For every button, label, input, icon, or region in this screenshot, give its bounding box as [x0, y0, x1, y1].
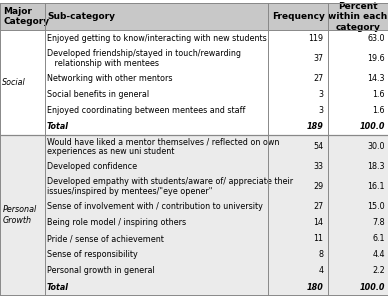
Text: Personal
Growth: Personal Growth — [2, 205, 36, 224]
Text: Total: Total — [47, 283, 69, 291]
Text: 29: 29 — [313, 182, 323, 191]
Text: 14: 14 — [313, 218, 323, 227]
Text: 63.0: 63.0 — [367, 34, 385, 43]
Text: 27: 27 — [313, 74, 323, 83]
Bar — [0, 70, 388, 86]
Bar — [0, 279, 388, 295]
Text: 33: 33 — [313, 162, 323, 171]
Text: 1.6: 1.6 — [372, 90, 385, 99]
Text: Sense of responsibility: Sense of responsibility — [47, 250, 138, 260]
Text: 189: 189 — [307, 122, 323, 131]
Text: Developed friendship/stayed in touch/rewarding
   relationship with mentees: Developed friendship/stayed in touch/rew… — [47, 49, 241, 68]
Bar — [0, 159, 388, 175]
Bar — [0, 119, 388, 135]
Text: 18.3: 18.3 — [367, 162, 385, 171]
Text: 8: 8 — [318, 250, 323, 260]
Text: 27: 27 — [313, 202, 323, 211]
Text: 2.2: 2.2 — [372, 266, 385, 275]
Text: Developed confidence: Developed confidence — [47, 162, 137, 171]
Text: 6.1: 6.1 — [372, 235, 385, 243]
Text: 119: 119 — [308, 34, 323, 43]
Text: 4: 4 — [318, 266, 323, 275]
Bar — [0, 3, 388, 30]
Text: 3: 3 — [318, 106, 323, 115]
Text: Enjoyed getting to know/interacting with new students: Enjoyed getting to know/interacting with… — [47, 34, 267, 43]
Text: Pride / sense of achievement: Pride / sense of achievement — [47, 235, 164, 243]
Text: 54: 54 — [313, 142, 323, 151]
Text: 3: 3 — [318, 90, 323, 99]
Text: Sub-category: Sub-category — [48, 12, 116, 21]
Text: Would have liked a mentor themselves / reflected on own
experiences as new uni s: Would have liked a mentor themselves / r… — [47, 137, 279, 156]
Text: 100.0: 100.0 — [359, 283, 385, 291]
Bar — [0, 247, 388, 263]
Text: 4.4: 4.4 — [372, 250, 385, 260]
Bar — [0, 103, 388, 119]
Text: 100.0: 100.0 — [359, 122, 385, 131]
Text: 16.1: 16.1 — [367, 182, 385, 191]
Text: Enjoyed coordinating between mentees and staff: Enjoyed coordinating between mentees and… — [47, 106, 245, 115]
Text: 19.6: 19.6 — [367, 54, 385, 63]
Text: 14.3: 14.3 — [367, 74, 385, 83]
Bar — [0, 46, 388, 70]
Text: Networking with other mentors: Networking with other mentors — [47, 74, 172, 83]
Text: Developed empathy with students/aware of/ appreciate their
issues/inspired by me: Developed empathy with students/aware of… — [47, 177, 293, 196]
Bar — [0, 263, 388, 279]
Text: Being role model / inspiring others: Being role model / inspiring others — [47, 218, 186, 227]
Text: Major
Category: Major Category — [3, 7, 49, 27]
Bar — [0, 30, 388, 46]
Text: Social benefits in general: Social benefits in general — [47, 90, 149, 99]
Text: Percent
within each
category: Percent within each category — [328, 2, 388, 32]
Text: Personal growth in general: Personal growth in general — [47, 266, 155, 275]
Text: 37: 37 — [313, 54, 323, 63]
Bar — [0, 199, 388, 215]
Text: 30.0: 30.0 — [367, 142, 385, 151]
Text: 7.8: 7.8 — [372, 218, 385, 227]
Bar — [0, 215, 388, 231]
Bar — [0, 175, 388, 199]
Text: 15.0: 15.0 — [367, 202, 385, 211]
Bar — [0, 135, 388, 159]
Text: 11: 11 — [313, 235, 323, 243]
Text: Sense of involvement with / contribution to university: Sense of involvement with / contribution… — [47, 202, 263, 211]
Text: 180: 180 — [307, 283, 323, 291]
Bar — [0, 86, 388, 103]
Text: Total: Total — [47, 122, 69, 131]
Text: Social: Social — [2, 78, 26, 87]
Text: Frequency: Frequency — [272, 12, 325, 21]
Text: 1.6: 1.6 — [372, 106, 385, 115]
Bar — [0, 231, 388, 247]
